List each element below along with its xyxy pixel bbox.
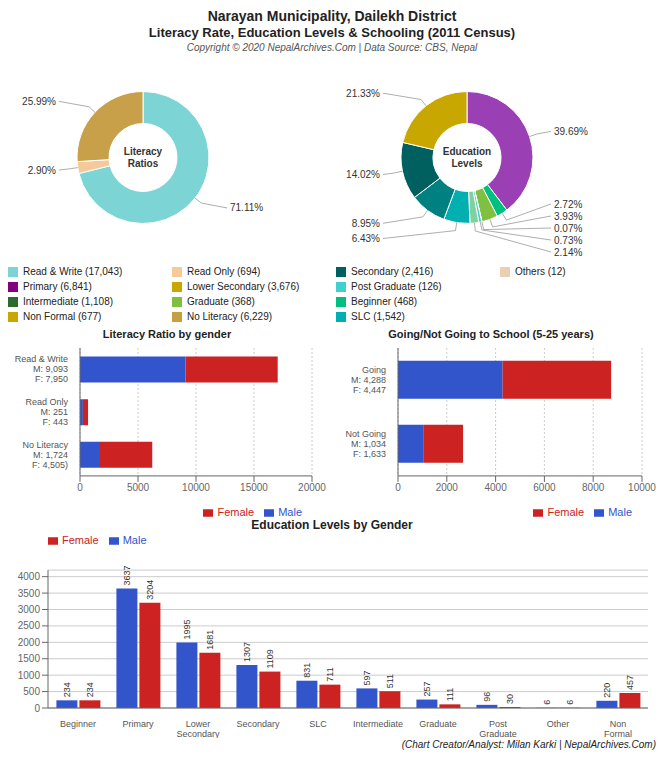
svg-text:234: 234	[85, 682, 95, 697]
svg-text:NonFormal: NonFormal	[604, 719, 632, 738]
svg-text:30: 30	[505, 694, 515, 704]
svg-text:6.43%: 6.43%	[352, 233, 380, 244]
svg-text:4000: 4000	[18, 571, 41, 582]
svg-text:831: 831	[302, 663, 312, 678]
svg-text:4000: 4000	[484, 482, 507, 493]
svg-text:1995: 1995	[182, 619, 192, 639]
svg-text:Beginner: Beginner	[60, 719, 96, 729]
svg-text:1500: 1500	[18, 653, 41, 664]
svg-text:1000: 1000	[18, 670, 41, 681]
html-text:Lower Secondary (3,676): Lower Secondary (3,676)	[187, 281, 300, 292]
html-text:Female: Female	[217, 505, 255, 518]
html-text:Narayan Municipality, Dailekh: Narayan Municipality, Dailekh District	[207, 8, 457, 24]
svg-text:Not GoingM: 1,034F: 1,633: Not GoingM: 1,034F: 1,633	[345, 429, 386, 459]
svg-text:39.69%: 39.69%	[554, 126, 588, 137]
html-text:Read Only (694): Read Only (694)	[187, 266, 261, 277]
svg-text:0.73%: 0.73%	[554, 235, 582, 246]
svg-text:10000: 10000	[182, 482, 210, 493]
svg-text:GoingM: 4,288F: 4,447: GoingM: 4,288F: 4,447	[351, 365, 386, 395]
svg-text:3.93%: 3.93%	[554, 211, 582, 222]
svg-text:PostGraduate: PostGraduate	[479, 719, 517, 738]
svg-text:0: 0	[77, 482, 83, 493]
html-text:Others (12): Others (12)	[515, 266, 566, 277]
html-text:Literacy Ratio by gender: Literacy Ratio by gender	[102, 328, 232, 340]
html-text:Secondary (2,416): Secondary (2,416)	[351, 266, 434, 277]
html-text:Male: Male	[278, 505, 302, 518]
svg-text:10000: 10000	[628, 482, 656, 493]
svg-text:20000: 20000	[298, 482, 326, 493]
html-text:Male: Male	[608, 505, 632, 518]
svg-text:511: 511	[385, 674, 395, 688]
svg-text:8000: 8000	[582, 482, 605, 493]
html-text:Intermediate (1,108): Intermediate (1,108)	[23, 296, 114, 307]
svg-text:21.33%: 21.33%	[346, 88, 380, 99]
html-text:Male: Male	[122, 534, 147, 546]
svg-text:Intermediate: Intermediate	[353, 719, 403, 729]
html-text:Going/Not Going to School (5-2: Going/Not Going to School (5-25 years)	[388, 328, 594, 340]
svg-text:3204: 3204	[145, 580, 155, 600]
svg-text:3637: 3637	[122, 566, 132, 586]
html-text:Graduate (368): Graduate (368)	[187, 296, 255, 307]
html-text:Education Levels by Gender: Education Levels by Gender	[251, 518, 413, 532]
svg-text:257: 257	[422, 682, 432, 697]
svg-text:1307: 1307	[242, 642, 252, 662]
svg-text:711: 711	[325, 667, 335, 681]
svg-text:71.11%: 71.11%	[230, 202, 263, 213]
html-text:Education Levels: Education Levels	[442, 145, 492, 169]
svg-text:Read OnlyM: 251F: 443: Read OnlyM: 251F: 443	[25, 397, 68, 427]
html-text:Female: Female	[62, 534, 99, 546]
svg-text:2500: 2500	[18, 620, 41, 631]
svg-text:6000: 6000	[533, 482, 556, 493]
svg-text:Secondary: Secondary	[236, 719, 280, 729]
html-text:(Chart Creator/Analyst: Milan: (Chart Creator/Analyst: Milan Karki | Ne…	[401, 739, 656, 750]
html-text:Post Graduate (126): Post Graduate (126)	[351, 281, 442, 292]
html-text:Copyright © 2020 NepalArchives: Copyright © 2020 NepalArchives.Com | Dat…	[186, 42, 478, 53]
svg-text:1681: 1681	[205, 630, 215, 650]
html-text:No Literacy (6,229): No Literacy (6,229)	[187, 311, 272, 322]
svg-text:96: 96	[482, 692, 492, 702]
svg-text:2000: 2000	[18, 637, 41, 648]
svg-text:0.07%: 0.07%	[554, 223, 582, 234]
svg-text:2.72%: 2.72%	[554, 199, 582, 210]
svg-text:15000: 15000	[240, 482, 268, 493]
svg-text:6: 6	[565, 700, 575, 705]
svg-text:1109: 1109	[265, 649, 275, 668]
svg-text:2.14%: 2.14%	[554, 247, 582, 258]
html-text:Read & Write (17,043): Read & Write (17,043)	[23, 266, 123, 277]
html-text:Non Formal (677): Non Formal (677)	[23, 311, 102, 322]
svg-text:Primary: Primary	[123, 719, 154, 729]
html-text:SLC (1,542): SLC (1,542)	[351, 311, 405, 322]
svg-text:500: 500	[23, 686, 40, 697]
svg-text:0: 0	[34, 703, 40, 714]
svg-text:3000: 3000	[18, 604, 41, 615]
svg-text:8.95%: 8.95%	[352, 218, 380, 229]
svg-text:Graduate: Graduate	[419, 719, 457, 729]
svg-text:SLC: SLC	[309, 719, 327, 729]
svg-text:5000: 5000	[127, 482, 150, 493]
svg-text:0: 0	[395, 482, 401, 493]
html-text:Female: Female	[547, 505, 585, 518]
svg-text:6: 6	[542, 700, 552, 705]
svg-text:Other: Other	[547, 719, 570, 729]
svg-text:111: 111	[445, 688, 455, 702]
svg-text:234: 234	[62, 682, 72, 697]
html-text:Literacy Rate, Education Level: Literacy Rate, Education Levels & School…	[148, 25, 516, 40]
svg-text:457: 457	[625, 675, 635, 690]
svg-text:2000: 2000	[436, 482, 459, 493]
svg-text:2.90%: 2.90%	[28, 165, 56, 176]
svg-text:220: 220	[602, 683, 612, 698]
svg-text:No LiteracyM: 1,724F: 4,505): No LiteracyM: 1,724F: 4,505)	[22, 440, 68, 470]
html-text:Beginner (468): Beginner (468)	[351, 296, 418, 307]
svg-text:14.02%: 14.02%	[346, 169, 380, 180]
html-text:Literacy Ratios: Literacy Ratios	[123, 145, 163, 169]
svg-text:Read & WriteM: 9,093F: 7,950: Read & WriteM: 9,093F: 7,950	[15, 354, 68, 384]
svg-text:597: 597	[362, 670, 372, 685]
svg-text:25.99%: 25.99%	[22, 96, 56, 107]
svg-text:LowerSecondary: LowerSecondary	[176, 719, 220, 738]
svg-text:3500: 3500	[18, 588, 41, 599]
html-text:Primary (6,841): Primary (6,841)	[23, 281, 92, 292]
